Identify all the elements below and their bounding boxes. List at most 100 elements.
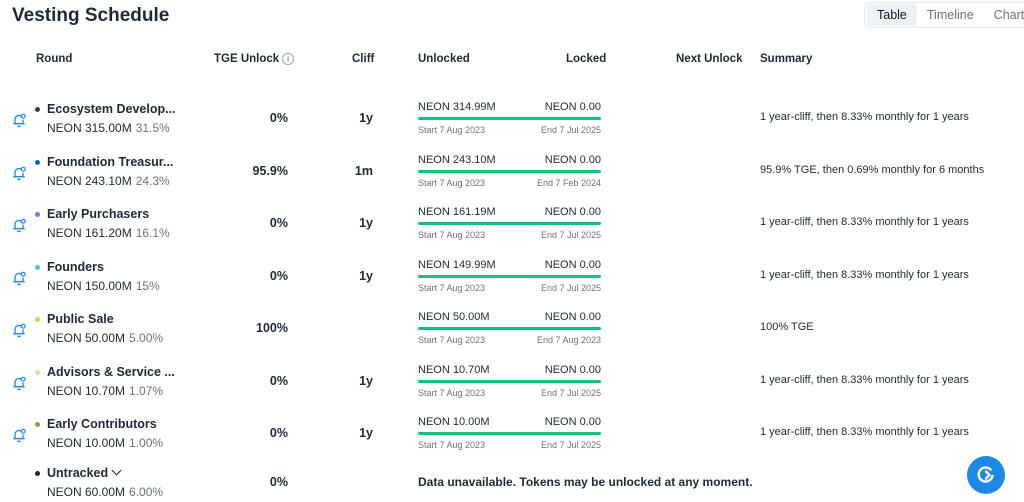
table-row[interactable]: Advisors & Service ... NEON 10.70M 1.07% 0%… <box>0 363 1024 418</box>
vesting-end-date: End 7 Jul 2025 <box>540 282 601 293</box>
vesting-summary: 1 year-cliff, then 8.33% monthly for 1 y… <box>760 373 969 386</box>
unlock-progress-bar <box>418 274 601 278</box>
unlock-progress-bar <box>418 432 601 435</box>
unlocked-amount: NEON 243.10M <box>418 153 496 166</box>
table-row-untracked: Untracked NEON 60.00M 6.00% 0% Data unava… <box>0 465 1024 502</box>
vesting-end-date: End 7 Jul 2025 <box>540 440 601 450</box>
tab-timeline[interactable]: Timeline <box>926 8 974 22</box>
cliff-value: 1m <box>354 163 373 178</box>
round-amount: NEON 60.00M 6.00% <box>47 485 163 499</box>
tab-table[interactable]: Table <box>867 4 917 26</box>
round-percent: 6.00% <box>129 485 164 499</box>
round-color-dot <box>35 159 40 165</box>
round-amount-value: NEON 50.00M <box>47 331 126 345</box>
unlocked-amount: NEON 10.70M <box>418 363 490 376</box>
vesting-start-date: Start 7 Aug 2023 <box>418 125 486 135</box>
table-row[interactable]: Early Contributors NEON 10.00M 1.00% 0% 1y NE… <box>0 416 1024 470</box>
vesting-summary: 95.9% TGE, then 0.69% monthly for 6 mont… <box>760 163 985 176</box>
round-name: Early Contributors <box>47 417 157 431</box>
cliff-value: 1y <box>359 111 373 125</box>
locked-amount: NEON 0.00 <box>544 258 601 271</box>
unlocked-amount: NEON 10.00M <box>418 416 490 428</box>
locked-amount: NEON 0.00 <box>544 101 601 113</box>
bell-icon[interactable] <box>11 270 27 286</box>
tge-unlock-value: 0% <box>269 426 288 440</box>
round-name: Early Purchasers <box>47 207 150 221</box>
cliff-value: 1y <box>359 373 373 388</box>
unlock-progress-bar <box>418 117 601 120</box>
tge-unlock-value: 0% <box>269 216 288 230</box>
unlocked-amount: NEON 161.19M <box>418 206 496 218</box>
column-header-summary: Summary <box>760 53 813 65</box>
round-percent: 24.3% <box>135 173 170 188</box>
data-unavailable-message: Data unavailable. Tokens may be unlocked… <box>418 475 753 489</box>
vesting-end-date: End 7 Jul 2025 <box>540 387 601 398</box>
cliff-value: 1y <box>359 216 373 230</box>
round-percent: 5.00% <box>129 331 164 345</box>
round-amount-value: NEON 243.10M <box>47 173 132 188</box>
column-header-round: Round <box>36 53 73 65</box>
table-row[interactable]: Foundation Treasur... NEON 243.10M 24.3% 95… <box>0 153 1024 208</box>
round-amount: NEON 50.00M 5.00% <box>47 331 163 345</box>
chevron-down-icon[interactable] <box>111 465 122 476</box>
round-amount: NEON 150.00M 15% <box>47 279 160 293</box>
round-color-dot <box>35 471 40 476</box>
locked-amount: NEON 0.00 <box>544 153 601 166</box>
column-header-next-unlock: Next Unlock <box>676 53 743 65</box>
cliff-value: 1y <box>359 426 373 440</box>
round-color-dot <box>35 264 40 270</box>
round-amount: NEON 10.00M 1.00% <box>47 436 163 450</box>
round-name: Advisors & Service ... <box>47 364 175 379</box>
locked-amount: NEON 0.00 <box>544 363 601 376</box>
unlock-progress-bar <box>418 222 601 225</box>
round-name-label: Untracked <box>47 466 109 480</box>
round-percent: 1.00% <box>129 436 164 450</box>
round-name: Ecosystem Develop... <box>47 102 176 116</box>
unlock-progress-bar <box>418 327 601 330</box>
tge-unlock-value: 0% <box>269 475 288 489</box>
round-amount-value: NEON 150.00M <box>47 278 132 293</box>
round-name[interactable]: Untracked <box>47 465 122 480</box>
round-percent: 15% <box>135 278 160 293</box>
unlock-progress-bar <box>418 169 601 173</box>
round-color-dot <box>35 422 40 427</box>
bell-icon[interactable] <box>11 375 27 391</box>
round-amount: NEON 161.20M 16.1% <box>47 226 170 240</box>
table-row[interactable]: Founders NEON 150.00M 15% 0% 1y NEON 149.99M N… <box>0 258 1024 313</box>
round-amount-value: NEON 60.00M <box>47 485 126 499</box>
table-row[interactable]: Early Purchasers NEON 161.20M 16.1% 0% 1y NEO… <box>0 206 1024 260</box>
table-row[interactable]: Ecosystem Develop... NEON 315.00M 31.5% 0% 1… <box>0 101 1024 155</box>
assistant-icon <box>977 466 994 483</box>
round-amount: NEON 243.10M 24.3% <box>47 174 170 188</box>
round-percent: 1.07% <box>129 383 164 398</box>
vesting-summary: 1 year-cliff, then 8.33% monthly for 1 y… <box>760 426 969 438</box>
round-amount-value: NEON 10.00M <box>47 436 126 450</box>
tab-chart[interactable]: Chart <box>993 8 1024 22</box>
vesting-start-date: Start 7 Aug 2023 <box>418 387 486 398</box>
vesting-end-date: End 7 Feb 2024 <box>536 177 601 188</box>
round-amount-value: NEON 10.70M <box>47 383 126 398</box>
bell-icon[interactable] <box>11 427 27 443</box>
round-amount: NEON 10.70M 1.07% <box>47 384 163 398</box>
bell-icon[interactable] <box>11 322 27 338</box>
vesting-end-date: End 7 Jul 2025 <box>540 230 601 240</box>
unlock-progress-bar <box>418 379 601 383</box>
vesting-start-date: Start 7 Aug 2023 <box>418 335 486 345</box>
info-icon[interactable]: i <box>282 53 295 65</box>
round-amount-value: NEON 161.20M <box>47 226 132 240</box>
locked-amount: NEON 0.00 <box>544 311 601 323</box>
vesting-summary: 1 year-cliff, then 8.33% monthly for 1 y… <box>760 268 969 281</box>
bell-icon[interactable] <box>11 112 27 128</box>
column-header-tge-unlock: TGE Unlock i <box>214 53 295 65</box>
unlocked-amount: NEON 314.99M <box>418 101 496 113</box>
bell-icon[interactable] <box>11 217 27 233</box>
round-amount: NEON 315.00M 31.5% <box>47 121 170 135</box>
round-name: Foundation Treasur... <box>47 154 174 169</box>
assistant-button[interactable] <box>967 456 1005 494</box>
table-row[interactable]: Public Sale NEON 50.00M 5.00% 100% NEON 50.0… <box>0 311 1024 365</box>
round-percent: 16.1% <box>135 226 170 240</box>
locked-amount: NEON 0.00 <box>544 416 601 428</box>
tge-unlock-value: 0% <box>269 268 288 283</box>
bell-icon[interactable] <box>11 165 27 181</box>
tge-unlock-value: 95.9% <box>252 163 288 178</box>
